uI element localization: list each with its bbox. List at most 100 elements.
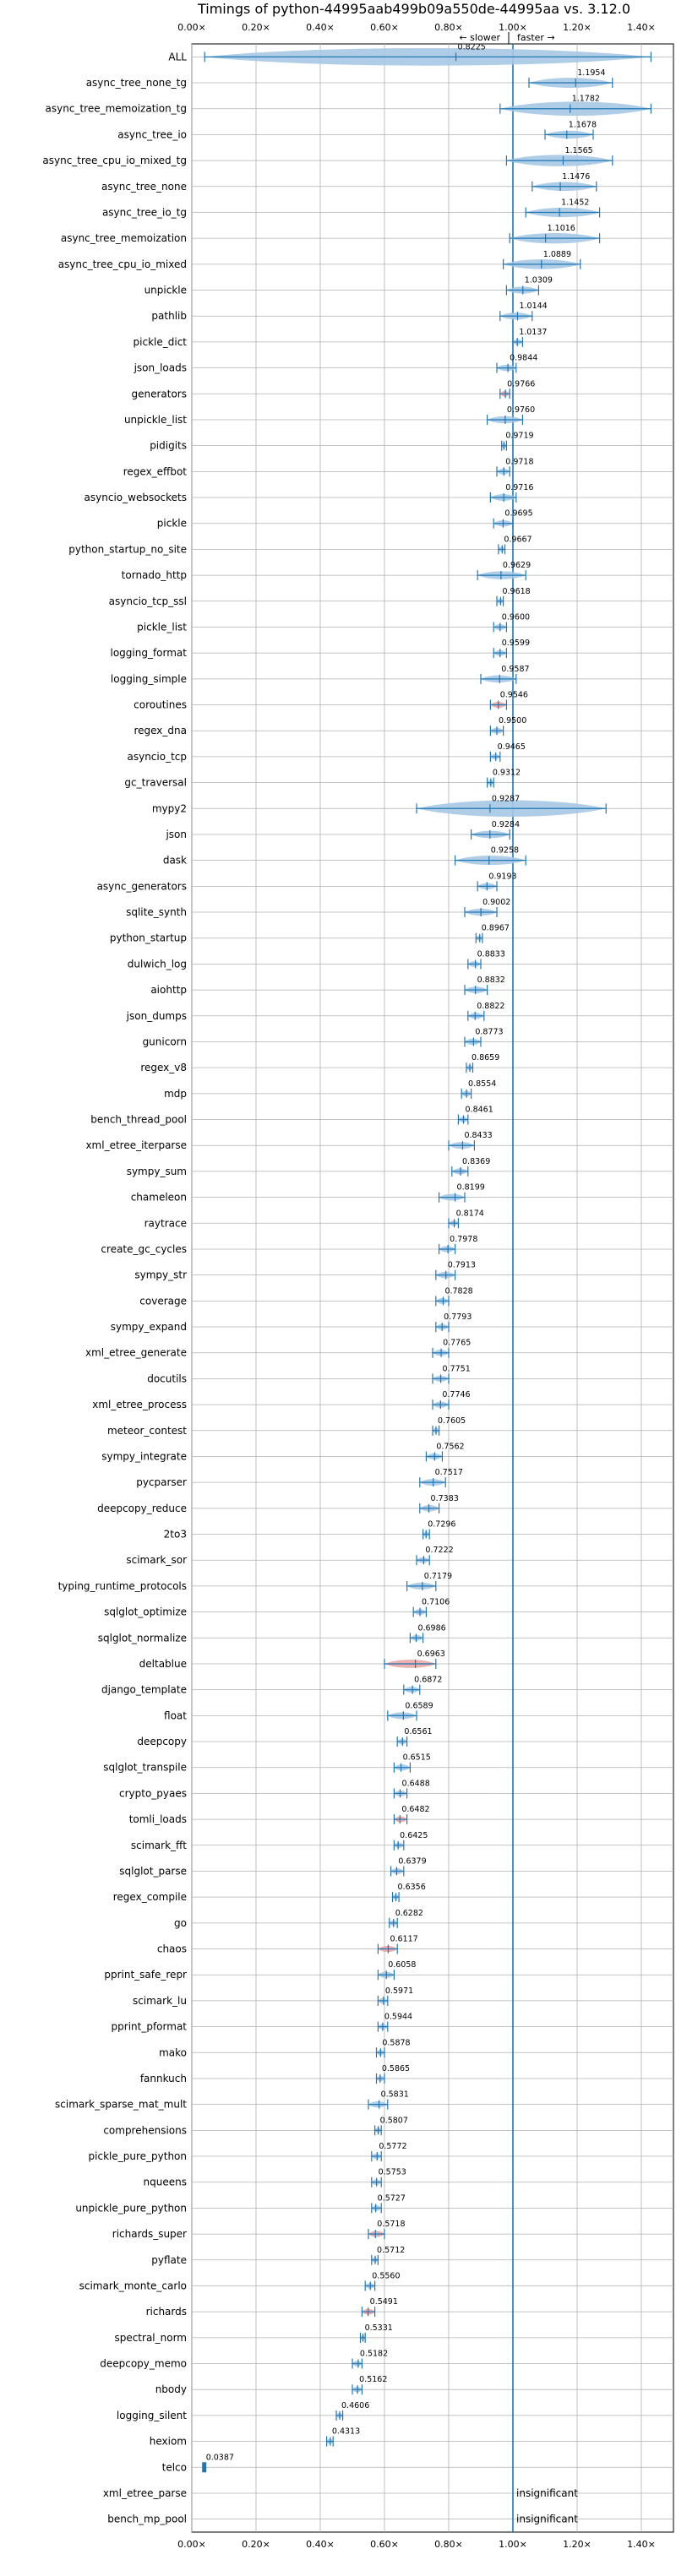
data-value-label: 0.5718 — [377, 2220, 405, 2229]
data-value-label: 0.9002 — [482, 898, 510, 907]
y-tick-label: sqlglot_normalize — [98, 1632, 187, 1644]
data-value-label: 0.7562 — [436, 1442, 464, 1451]
y-tick-label: async_tree_cpu_io_mixed_tg — [42, 155, 187, 166]
y-tick-label: async_tree_cpu_io_mixed — [58, 258, 187, 270]
x-tick-label-top: 1.00× — [499, 22, 527, 33]
insignificant-label: insignificant — [516, 2487, 578, 2499]
y-tick-label: coroutines — [134, 699, 187, 711]
plot-frame — [191, 43, 674, 2533]
insignificant-label: insignificant — [516, 2514, 578, 2525]
violin-narrow-mark — [202, 2462, 207, 2473]
data-value-label: 0.5712 — [377, 2246, 405, 2255]
y-tick-label: sympy_integrate — [101, 1450, 187, 1462]
data-value-label: 0.8199 — [457, 1183, 485, 1193]
y-tick-label: mypy2 — [152, 802, 187, 814]
y-tick-label: unpickle — [144, 285, 187, 296]
data-value-label: 1.1565 — [564, 146, 592, 155]
y-tick-label: xml_etree_parse — [103, 2487, 187, 2499]
data-value-label: 0.9716 — [505, 483, 533, 492]
data-value-label: 1.1678 — [569, 120, 597, 129]
data-value-label: 0.8225 — [458, 42, 486, 52]
y-tick-label: richards_super — [112, 2228, 187, 2240]
data-value-label: 0.6282 — [395, 1909, 423, 1918]
data-value-label: 0.8659 — [472, 1053, 499, 1062]
y-tick-label: tornado_http — [122, 569, 187, 581]
data-value-label: 0.9500 — [499, 716, 526, 726]
x-tick-label-bottom: 1.20× — [563, 2539, 592, 2550]
data-value-label: 0.6963 — [417, 1649, 445, 1659]
y-tick-label: go — [174, 1917, 187, 1929]
y-tick-label: async_tree_memoization — [61, 232, 187, 244]
data-value-label: 1.0144 — [519, 302, 547, 311]
y-tick-label: sqlglot_transpile — [103, 1762, 187, 1774]
y-tick-label: pycparser — [136, 1476, 187, 1488]
y-tick-label: fannkuch — [140, 2073, 187, 2084]
data-value-label: 0.9618 — [502, 587, 530, 596]
y-tick-label: pickle_list — [137, 621, 187, 633]
y-tick-label: regex_effbot — [123, 465, 188, 477]
slower-direction-label: ← slower — [459, 32, 500, 43]
y-tick-label: unpickle_list — [124, 414, 187, 426]
data-value-label: 0.7751 — [443, 1364, 471, 1373]
y-tick-label: spectral_norm — [114, 2332, 187, 2344]
y-tick-label: pickle_pure_python — [89, 2150, 187, 2162]
data-value-label: 0.9695 — [504, 509, 532, 519]
y-tick-label: async_tree_memoization_tg — [46, 103, 187, 115]
y-tick-label: crypto_pyaes — [119, 1787, 187, 1799]
y-tick-label: telco — [162, 2461, 187, 2473]
data-value-label: 0.7828 — [444, 1286, 472, 1296]
y-tick-label: sqlglot_parse — [119, 1865, 187, 1877]
data-value-label: 0.9600 — [502, 612, 530, 622]
data-value-label: 0.5331 — [365, 2323, 393, 2333]
y-tick-label: hexiom — [150, 2436, 187, 2448]
data-value-label: 0.6482 — [401, 1805, 429, 1814]
data-value-label: 0.5831 — [381, 2090, 409, 2100]
y-tick-label: deepcopy — [137, 1736, 187, 1747]
y-tick-label: logging_simple — [111, 673, 187, 685]
data-value-label: 0.5182 — [360, 2350, 388, 2359]
x-tick-label-bottom: 0.60× — [370, 2539, 399, 2550]
y-tick-label: mako — [159, 2046, 187, 2058]
data-value-label: 0.7222 — [425, 1546, 453, 1555]
data-value-label: 0.9719 — [505, 432, 533, 441]
data-value-label: 0.5727 — [378, 2193, 406, 2203]
x-tick-label-top: 0.00× — [177, 22, 206, 33]
y-tick-label: nbody — [155, 2383, 187, 2395]
data-value-label: 0.8832 — [477, 976, 505, 985]
y-tick-label: asyncio_tcp — [127, 751, 187, 763]
data-value-label: 0.9287 — [492, 794, 520, 803]
y-tick-label: typing_runtime_protocols — [58, 1580, 187, 1592]
data-value-label: 1.1452 — [561, 198, 589, 207]
data-value-label: 0.9587 — [501, 665, 529, 674]
y-tick-label: float — [164, 1709, 187, 1721]
marks-layer — [202, 44, 652, 2532]
data-value-label: 0.5560 — [372, 2271, 400, 2280]
data-value-label: 0.5772 — [379, 2142, 406, 2151]
y-tick-label: deepcopy_memo — [100, 2358, 187, 2370]
data-value-label: 0.9465 — [498, 742, 526, 752]
y-tick-label: async_tree_io — [117, 128, 187, 140]
y-tick-label: async_generators — [97, 880, 187, 892]
y-tick-label: scimark_fft — [131, 1840, 187, 1851]
data-value-label: 0.8833 — [477, 949, 505, 959]
data-value-label: 0.4313 — [332, 2427, 360, 2437]
y-tick-label: richards — [146, 2306, 187, 2318]
y-tick-label: xml_etree_process — [92, 1399, 187, 1410]
y-tick-label: chameleon — [131, 1192, 187, 1204]
y-tick-label: chaos — [157, 1943, 187, 1955]
grid-layer — [191, 43, 674, 2533]
y-tick-label: nqueens — [144, 2177, 187, 2188]
data-value-label: 0.9844 — [510, 354, 537, 363]
data-value-label: 1.0889 — [543, 250, 571, 259]
y-tick-label: generators — [131, 388, 187, 399]
data-value-label: 0.9718 — [505, 457, 533, 466]
y-tick-label: xml_etree_generate — [85, 1347, 187, 1359]
y-tick-label: python_startup_no_site — [68, 543, 187, 555]
y-tick-label: unpickle_pure_python — [75, 2202, 187, 2214]
data-value-label: 0.6058 — [388, 1960, 416, 1970]
data-value-label: 0.6488 — [402, 1779, 430, 1788]
y-tick-label: pprint_safe_repr — [104, 1969, 187, 1981]
data-value-label: 0.6515 — [403, 1753, 431, 1763]
y-tick-label: ALL — [168, 51, 187, 62]
data-value-label: 0.6379 — [398, 1856, 426, 1866]
